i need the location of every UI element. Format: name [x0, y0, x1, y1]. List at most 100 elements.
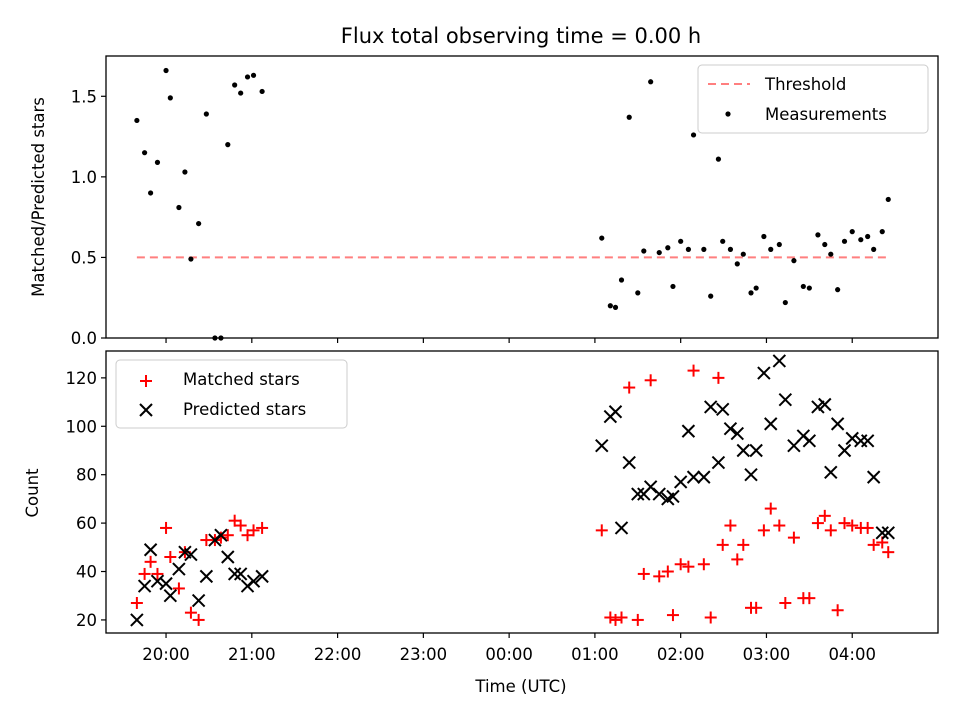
matched-star-point [241, 529, 254, 542]
predicted-star-point [703, 400, 718, 414]
measurement-point [182, 169, 188, 175]
measurement-point [879, 229, 885, 235]
predicted-star-point [631, 487, 645, 501]
predicted-star-point [772, 354, 787, 368]
predicted-star-point [830, 417, 845, 431]
predicted-star-point [730, 426, 744, 441]
top-panel: Flux total observing time = 0.00 h Match… [29, 24, 939, 348]
matched-star-point [737, 538, 750, 551]
top-x-ticks [165, 338, 853, 343]
measurement-point [768, 246, 774, 252]
bottom-y-tick-label: 40 [76, 563, 97, 582]
legend-matched-label: Matched stars [183, 370, 300, 389]
matched-star-point [712, 371, 725, 384]
bottom-y-tick-label: 120 [66, 369, 98, 388]
top-y-tick-label: 1.5 [71, 87, 97, 106]
predicted-star-point [854, 434, 868, 448]
x-tick-label: 23:00 [400, 645, 448, 664]
bottom-panel: Count Time (UTC) 20 40 60 80 100 120 20:00 21:… [23, 350, 939, 696]
predicted-star-point [697, 470, 711, 484]
predicted-star-point [824, 465, 838, 479]
matched-star-point [653, 570, 666, 583]
legend-matched-swatch [140, 375, 152, 387]
predicted-star-point [191, 593, 206, 608]
matched-star-point [779, 596, 792, 609]
measurement-point [167, 95, 173, 101]
x-tick-label: 02:00 [657, 645, 705, 664]
matched-star-point [704, 611, 717, 624]
measurement-point [885, 196, 891, 203]
bottom-y-tick-label: 100 [66, 417, 98, 436]
matched-star-point [731, 553, 744, 566]
top-y-tick-label: 1.0 [71, 168, 97, 187]
measurement-point [154, 159, 161, 165]
matched-star-point [803, 592, 816, 605]
matched-star-point [846, 519, 859, 532]
matched-star-point [609, 613, 622, 626]
predicted-star-point [221, 550, 235, 564]
measurement-point [225, 142, 231, 148]
bottom-y-axis-label: Count [23, 468, 42, 518]
matched-star-point [637, 567, 650, 580]
measurement-point [685, 246, 692, 252]
measurement-point [176, 204, 182, 211]
predicted-star-point [837, 443, 852, 458]
matched-star-point [697, 558, 710, 571]
legend-threshold-label: Threshold [764, 75, 846, 94]
measurement-point [626, 114, 632, 120]
matched-star-point [164, 550, 177, 563]
x-tick-label: 03:00 [743, 645, 791, 664]
predicted-star-point [214, 528, 228, 542]
measurement-point [708, 293, 714, 299]
measurement-point [232, 82, 238, 88]
x-axis-label: Time (UTC) [474, 677, 566, 696]
predicted-star-point [716, 402, 730, 417]
chart-title: Flux total observing time = 0.00 h [341, 24, 701, 48]
matched-star-point [674, 558, 687, 571]
measurement-point [188, 256, 194, 262]
predicted-star-point [130, 613, 144, 627]
measurement-point [701, 246, 707, 252]
measurement-point [148, 190, 154, 196]
x-tick-label: 22:00 [314, 645, 362, 664]
top-axes-frame [105, 55, 939, 339]
measurement-point [815, 232, 821, 238]
matched-star-point [861, 521, 874, 534]
measurement-point [134, 117, 140, 124]
top-y-axis-label: Matched/Predicted stars [29, 97, 48, 297]
matched-star-point [687, 364, 700, 377]
predicted-star-point [860, 434, 875, 448]
measurement-point [753, 285, 759, 291]
predicted-star-point [622, 455, 636, 470]
predicted-star-point [150, 574, 165, 588]
matched-star-point [256, 521, 269, 534]
measurement-point [656, 249, 662, 256]
predicted-star-point [143, 543, 158, 557]
matched-star-point [724, 519, 737, 532]
predicted-star-point [652, 487, 666, 501]
predicted-star-point [749, 443, 763, 458]
measurement-point [612, 304, 619, 310]
matched-star-point [867, 538, 880, 551]
matched-star-point [130, 596, 143, 609]
matched-star-point [824, 524, 837, 537]
matched-star-point [644, 374, 657, 387]
top-y-tick-label: 0.0 [71, 329, 97, 348]
top-legend-box [697, 64, 929, 134]
measurement-point [238, 90, 244, 96]
x-tick-label: 21:00 [228, 645, 276, 664]
x-tick-label: 00:00 [485, 645, 533, 664]
matched-star-point [757, 524, 770, 537]
bottom-y-tick-label: 60 [76, 514, 97, 533]
measurement-point [203, 111, 209, 117]
predicted-star-point [757, 366, 771, 380]
matched-star-point [666, 609, 679, 622]
predicted-star-point [233, 567, 248, 581]
predicted-star-point [666, 489, 680, 504]
matched-star-point [160, 521, 173, 534]
measurement-point [618, 277, 625, 283]
x-tick-label: 20:00 [142, 645, 190, 664]
predicted-star-point [673, 475, 688, 489]
bottom-x-ticks: 20:00 21:00 22:00 23:00 00:00 01:00 02:00 03:00… [142, 633, 876, 664]
predicted-star-point [711, 455, 726, 470]
